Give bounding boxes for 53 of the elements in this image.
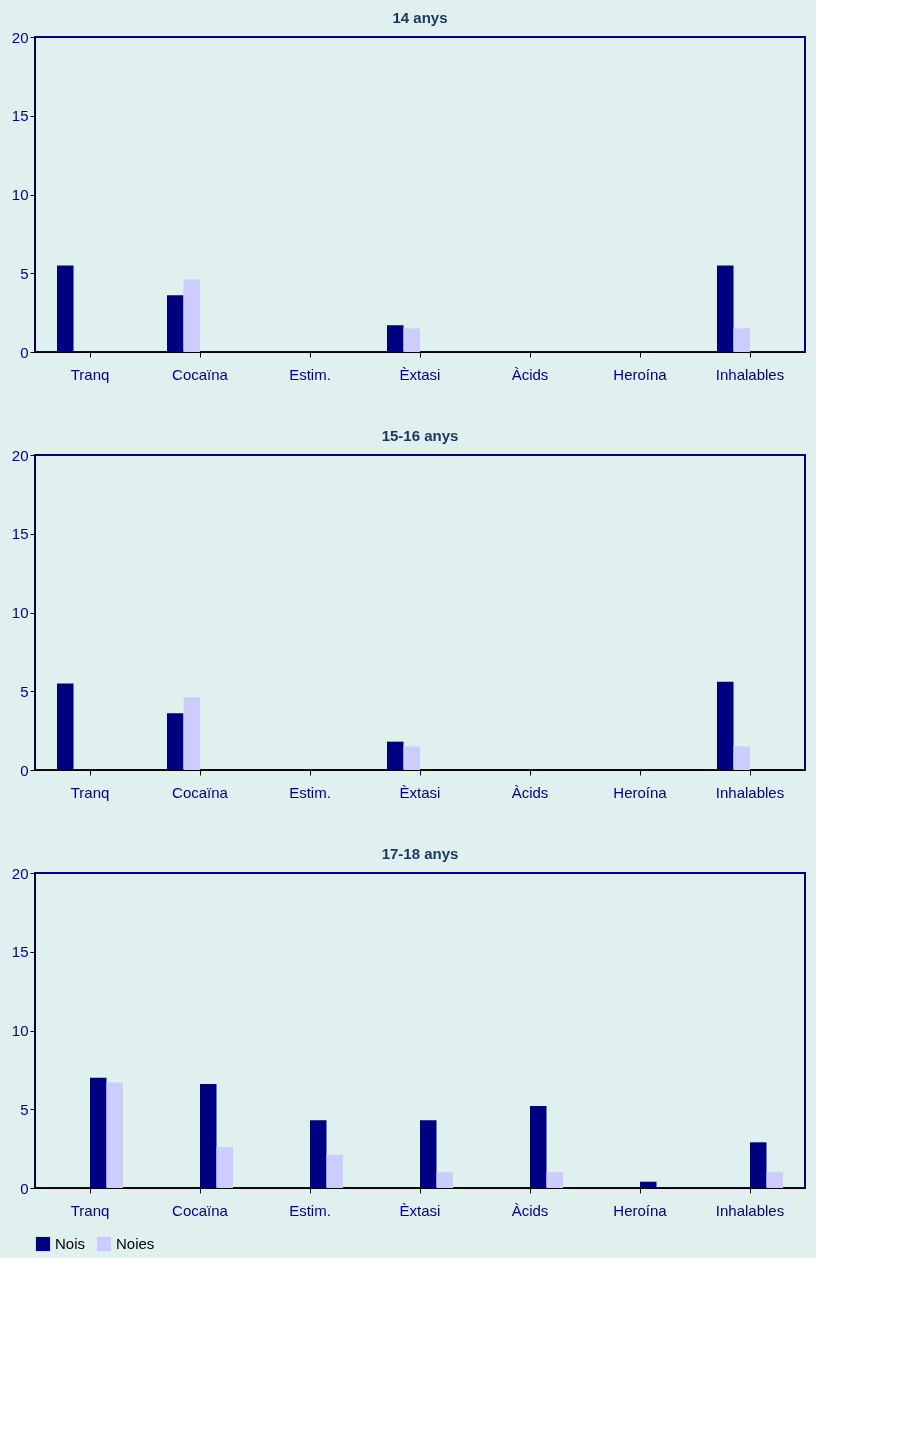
bar: [183, 279, 200, 352]
y-tick-label: 15: [11, 943, 29, 961]
chart-title: 17-18 anys: [381, 845, 459, 862]
y-tick-label: 10: [11, 604, 29, 621]
y-tick-label: 5: [20, 264, 29, 282]
y-tick-label: 5: [20, 682, 29, 700]
x-tick-label: Tranq: [70, 365, 110, 383]
bar: [733, 746, 750, 770]
bar: [546, 1172, 563, 1188]
x-tick-label: Àcids: [511, 783, 549, 801]
bar: [766, 1172, 783, 1188]
x-tick-label: Tranq: [70, 1201, 110, 1219]
chart-title: 15-16 anys: [381, 427, 459, 444]
x-tick-label: Àcids: [511, 365, 549, 383]
y-tick-label: 5: [20, 1100, 29, 1118]
bar: [326, 1154, 343, 1188]
bar: [216, 1147, 233, 1188]
x-tick-label: Inhalables: [715, 783, 785, 801]
legend-label: Nois: [55, 1235, 86, 1252]
y-tick-label: 0: [20, 1179, 29, 1197]
y-tick-label: 20: [11, 446, 29, 464]
y-tick-label: 10: [11, 1022, 29, 1039]
bar: [436, 1172, 453, 1188]
x-tick-label: Heroína: [613, 365, 668, 383]
x-tick-label: Èxtasi: [399, 783, 441, 801]
x-tick-label: Inhalables: [715, 1201, 785, 1219]
x-tick-label: Cocaïna: [172, 1201, 229, 1219]
x-tick-label: Èxtasi: [399, 1201, 441, 1219]
chart-title: 14 anys: [392, 9, 448, 26]
bar: [183, 697, 200, 770]
x-tick-label: Èxtasi: [399, 365, 441, 383]
bar: [403, 328, 420, 352]
y-tick-label: 15: [11, 525, 29, 543]
x-tick-label: Cocaïna: [172, 365, 229, 383]
x-tick-label: Heroína: [613, 1201, 668, 1219]
x-tick-label: Cocaïna: [172, 783, 229, 801]
y-tick-label: 10: [11, 186, 29, 203]
y-tick-label: 0: [20, 343, 29, 361]
x-tick-label: Àcids: [511, 1201, 549, 1219]
bar: [733, 328, 750, 352]
y-tick-label: 15: [11, 107, 29, 125]
x-tick-label: Estim.: [289, 783, 331, 801]
legend-label: Noies: [116, 1235, 155, 1252]
x-tick-label: Tranq: [70, 783, 110, 801]
bar: [106, 1082, 123, 1188]
y-tick-label: 0: [20, 761, 29, 779]
y-tick-label: 20: [11, 28, 29, 46]
x-tick-label: Estim.: [289, 365, 331, 383]
bar: [403, 746, 420, 770]
x-tick-label: Inhalables: [715, 365, 785, 383]
x-tick-label: Heroína: [613, 783, 668, 801]
y-tick-label: 20: [11, 864, 29, 882]
x-tick-label: Estim.: [289, 1201, 331, 1219]
